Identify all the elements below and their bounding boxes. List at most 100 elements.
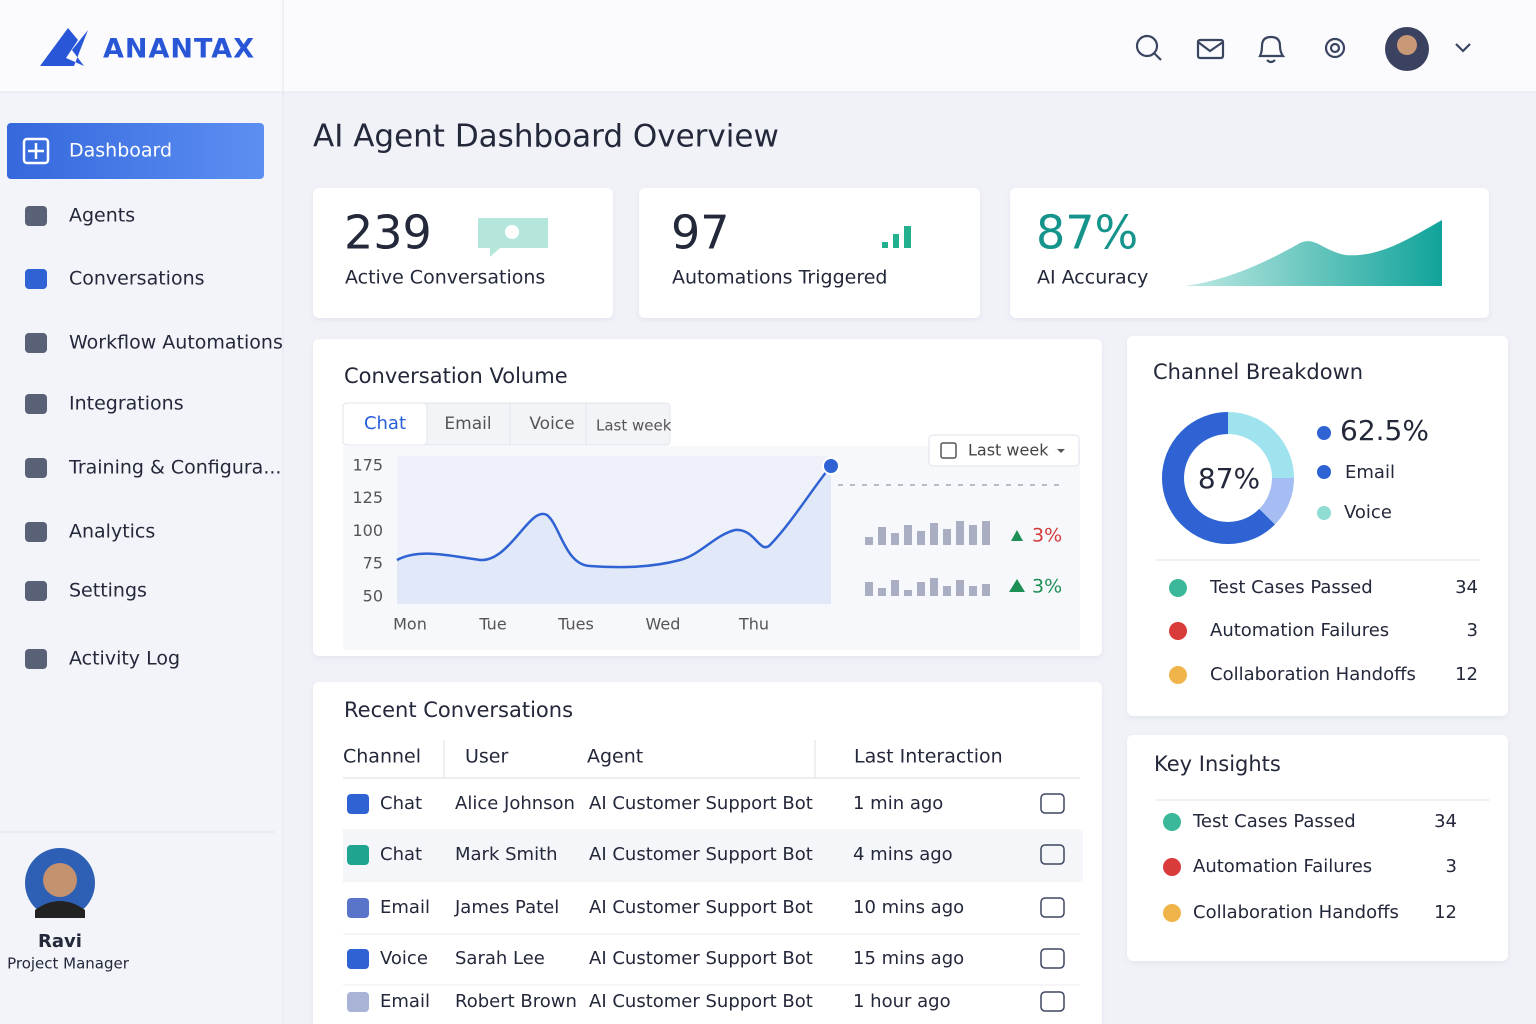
item-label: Automation Failures — [1193, 856, 1372, 877]
mini-bar — [956, 580, 964, 596]
item-icon — [1163, 858, 1181, 876]
legend-share: 62.5% — [1340, 414, 1429, 447]
mini-bar — [917, 582, 925, 596]
active-nav[interactable] — [7, 123, 264, 179]
stat-label: AI Accuracy — [1037, 267, 1148, 289]
mini-bar — [917, 531, 925, 545]
accuracy-area — [1185, 220, 1442, 286]
nav-item[interactable]: Integrations — [69, 393, 184, 415]
y-tick-label: 175 — [352, 456, 383, 475]
cell: AI Customer Support Bot — [589, 897, 813, 918]
nav-item[interactable]: Workflow Automations — [69, 332, 283, 354]
logo-icon — [40, 28, 88, 66]
nav-icon — [25, 269, 47, 289]
mini-bar — [943, 586, 951, 596]
mini-bar — [904, 590, 912, 596]
user-role: Project Manager — [7, 955, 130, 973]
line-dot — [822, 457, 840, 475]
row-action[interactable] — [1040, 991, 1065, 1012]
item-value: 12 — [1455, 664, 1478, 685]
nav-item[interactable]: Agents — [69, 205, 135, 227]
y-tick-label: 100 — [352, 521, 383, 540]
mini-bar — [943, 529, 951, 545]
mini-bar — [878, 527, 886, 545]
tab[interactable]: Last week — [596, 417, 672, 435]
cell: 15 mins ago — [853, 948, 964, 969]
item-label: Test Cases Passed — [1209, 577, 1373, 598]
y-tick-label: 50 — [363, 586, 383, 605]
mini-bar — [969, 586, 977, 596]
row-action[interactable] — [1040, 948, 1065, 969]
cell: Robert Brown — [455, 991, 577, 1012]
header-icons[interactable] — [1135, 34, 1471, 64]
mini-bar — [865, 582, 873, 596]
nav-item[interactable]: Dashboard — [69, 140, 172, 162]
column-header: Last Interaction — [854, 746, 1003, 768]
nav-item[interactable]: Conversations — [69, 268, 205, 290]
nav-icon — [25, 206, 47, 226]
stat-value: 87% — [1036, 206, 1138, 260]
row-action[interactable] — [1040, 793, 1065, 814]
mini-bar — [930, 578, 938, 596]
mini-bar — [930, 523, 938, 545]
nav-icon — [25, 394, 47, 414]
stat-value: 97 — [671, 206, 730, 260]
cell: Chat — [380, 844, 422, 865]
y-tick-label: 125 — [352, 488, 383, 507]
card-title: Recent Conversations — [344, 698, 573, 722]
page-title: AI Agent Dashboard Overview — [313, 119, 779, 155]
donut-center: 87% — [1198, 462, 1260, 495]
item-icon — [1163, 904, 1181, 922]
channel-icon — [347, 898, 369, 918]
nav-item[interactable]: Settings — [69, 580, 147, 602]
nav-icon — [22, 137, 50, 165]
dropdown[interactable] — [928, 434, 1080, 467]
cell: Voice — [380, 948, 428, 969]
column-header: User — [465, 746, 508, 768]
cell: 1 hour ago — [853, 991, 951, 1012]
item-value: 3 — [1467, 620, 1478, 641]
item-value: 34 — [1455, 577, 1478, 598]
nav-icon — [25, 522, 47, 542]
stat-label: Automations Triggered — [672, 267, 887, 289]
mini-bar — [982, 584, 990, 596]
item-label: Collaboration Handoffs — [1193, 902, 1399, 923]
cell: AI Customer Support Bot — [589, 793, 813, 814]
nav-item[interactable]: Analytics — [69, 521, 155, 543]
legend-dot — [1317, 465, 1331, 479]
dropdown-label[interactable]: Last week — [968, 441, 1049, 460]
channel-icon — [347, 949, 369, 969]
user-face — [43, 863, 77, 897]
caret — [1057, 449, 1065, 453]
row-stripe — [343, 831, 1083, 881]
mini-bar — [969, 525, 977, 545]
change-icon — [1011, 530, 1023, 541]
card — [1127, 735, 1508, 961]
tab[interactable]: Chat — [364, 413, 406, 434]
cell: James Patel — [454, 897, 559, 918]
nav-item[interactable]: Training & Configura... — [68, 457, 281, 479]
column-header: Agent — [587, 746, 643, 768]
card-title: Conversation Volume — [344, 364, 568, 388]
mini-bar — [956, 521, 964, 545]
mini-bar — [878, 588, 886, 596]
x-tick-label: Tues — [557, 615, 594, 634]
nav-icon — [28, 143, 44, 159]
tab-active[interactable] — [342, 402, 428, 446]
channel-icon — [347, 845, 369, 865]
stat-value: 239 — [344, 206, 432, 260]
mini-bar — [865, 537, 873, 545]
item-icon — [1169, 666, 1187, 684]
cell: Alice Johnson — [455, 793, 575, 814]
row-action[interactable] — [1040, 844, 1065, 865]
item-label: Automation Failures — [1210, 620, 1389, 641]
item-icon — [1169, 579, 1187, 597]
nav-icon — [25, 649, 47, 669]
tab[interactable]: Email — [444, 414, 491, 434]
row-action[interactable] — [1040, 897, 1065, 918]
card-title: Channel Breakdown — [1153, 360, 1363, 384]
cell: AI Customer Support Bot — [589, 948, 813, 969]
nav-item[interactable]: Activity Log — [69, 648, 180, 670]
tab[interactable]: Voice — [529, 414, 574, 434]
chat-icon — [505, 225, 519, 239]
